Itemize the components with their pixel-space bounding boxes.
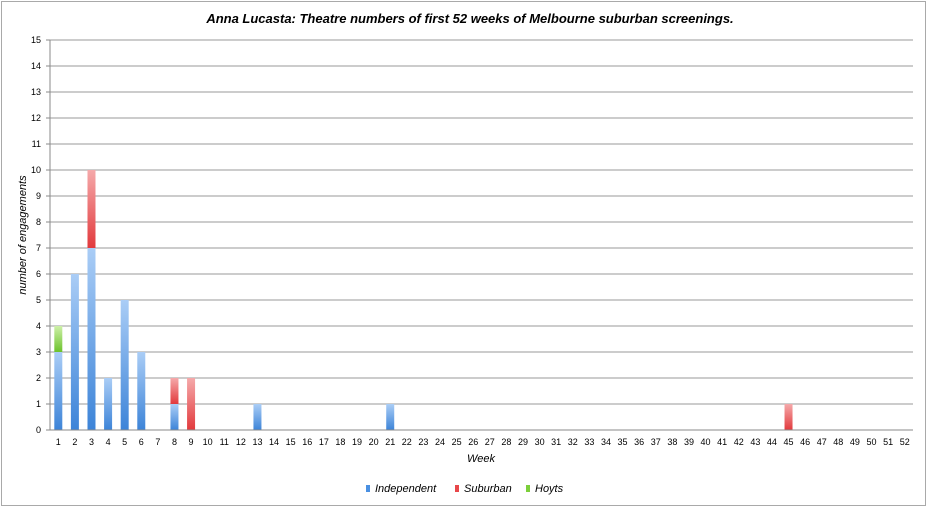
legend-swatch-suburban: [455, 485, 459, 492]
y-tick-label: 15: [31, 35, 41, 45]
x-tick-label: 29: [518, 437, 528, 447]
bar-independent: [87, 248, 96, 430]
x-tick-label: 22: [402, 437, 412, 447]
x-tick-label: 21: [385, 437, 395, 447]
y-tick-label: 12: [31, 113, 41, 123]
x-axis-label: Week: [467, 453, 495, 465]
x-tick-label: 41: [717, 437, 727, 447]
x-tick-label: 27: [485, 437, 495, 447]
x-tick-label: 3: [89, 437, 94, 447]
x-tick-label: 4: [106, 437, 111, 447]
bar-hoyts: [54, 326, 63, 352]
bar-independent: [386, 404, 395, 430]
legend-swatch-independent: [366, 485, 370, 492]
legend-label-suburban: Suburban: [464, 483, 512, 495]
y-tick-label: 1: [36, 399, 41, 409]
x-axis-ticks: 1 2 3 4 5 6 7 8 9 10 11 12 13 14 15 16 17 18 19 20 21 22 23 24 2…: [56, 437, 910, 447]
y-tick-label: 2: [36, 373, 41, 383]
x-tick-label: 40: [701, 437, 711, 447]
bar-independent: [253, 404, 262, 430]
x-tick-label: 5: [122, 437, 127, 447]
x-tick-label: 52: [900, 437, 910, 447]
x-tick-label: 10: [203, 437, 213, 447]
x-tick-label: 6: [139, 437, 144, 447]
x-tick-label: 8: [172, 437, 177, 447]
y-tick-label: 5: [36, 295, 41, 305]
x-tick-label: 38: [667, 437, 677, 447]
x-tick-label: 18: [335, 437, 345, 447]
y-tick-label: 14: [31, 61, 41, 71]
x-tick-label: 12: [236, 437, 246, 447]
bar-independent: [120, 300, 129, 430]
y-tick-label: 6: [36, 269, 41, 279]
y-tick-label: 9: [36, 191, 41, 201]
y-tick-label: 0: [36, 425, 41, 435]
x-tick-label: 45: [784, 437, 794, 447]
y-tick-label: 10: [31, 165, 41, 175]
x-tick-label: 20: [369, 437, 379, 447]
x-tick-label: 19: [352, 437, 362, 447]
x-tick-label: 50: [867, 437, 877, 447]
y-tick-label: 4: [36, 321, 41, 331]
bar-suburban: [187, 378, 196, 430]
bar-independent: [170, 404, 179, 430]
y-tick-label: 3: [36, 347, 41, 357]
x-tick-label: 23: [418, 437, 428, 447]
legend: Independent Suburban Hoyts: [366, 483, 564, 495]
x-tick-label: 9: [189, 437, 194, 447]
gridlines: [50, 39, 913, 405]
x-tick-label: 42: [734, 437, 744, 447]
x-tick-label: 7: [155, 437, 160, 447]
x-tick-label: 51: [883, 437, 893, 447]
y-axis-label: number of engagements: [17, 175, 29, 295]
bar-independent: [54, 352, 63, 430]
x-tick-label: 31: [551, 437, 561, 447]
x-tick-label: 16: [302, 437, 312, 447]
x-tick-label: 15: [286, 437, 296, 447]
x-tick-label: 25: [452, 437, 462, 447]
bar-suburban: [170, 378, 179, 404]
x-tick-label: 47: [817, 437, 827, 447]
x-tick-label: 33: [584, 437, 594, 447]
x-tick-label: 13: [252, 437, 262, 447]
x-tick-label: 26: [468, 437, 478, 447]
x-tick-label: 14: [269, 437, 279, 447]
x-tick-label: 2: [72, 437, 77, 447]
y-tick-label: 8: [36, 217, 41, 227]
bar-suburban: [784, 404, 793, 430]
bar-independent: [104, 378, 113, 430]
x-tick-label: 49: [850, 437, 860, 447]
legend-label-hoyts: Hoyts: [535, 483, 564, 495]
x-tick-label: 1: [56, 437, 61, 447]
bars: [54, 170, 793, 430]
legend-swatch-hoyts: [526, 485, 530, 492]
bar-independent: [137, 352, 146, 430]
bar-independent: [70, 274, 79, 430]
x-tick-label: 24: [435, 437, 445, 447]
x-tick-label: 28: [501, 437, 511, 447]
x-tick-label: 35: [618, 437, 628, 447]
x-tick-label: 39: [684, 437, 694, 447]
y-tick-label: 7: [36, 243, 41, 253]
x-tick-label: 44: [767, 437, 777, 447]
x-tick-label: 11: [220, 437, 229, 447]
x-tick-label: 48: [833, 437, 843, 447]
x-tick-label: 34: [601, 437, 611, 447]
x-tick-label: 32: [568, 437, 578, 447]
x-tick-label: 43: [750, 437, 760, 447]
y-tick-label: 13: [31, 87, 41, 97]
x-tick-label: 46: [800, 437, 810, 447]
x-tick-label: 30: [535, 437, 545, 447]
x-tick-label: 37: [651, 437, 661, 447]
x-tick-label: 36: [634, 437, 644, 447]
chart-title: Anna Lucasta: Theatre numbers of first 5…: [205, 11, 733, 26]
y-tick-label: 11: [32, 139, 41, 149]
bar-suburban: [87, 170, 96, 248]
legend-label-independent: Independent: [375, 483, 437, 495]
x-tick-label: 17: [319, 437, 329, 447]
